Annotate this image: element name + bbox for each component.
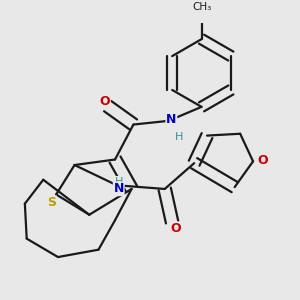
Text: O: O xyxy=(99,95,110,108)
Text: S: S xyxy=(47,196,56,209)
Text: O: O xyxy=(170,222,181,235)
Text: O: O xyxy=(257,154,268,167)
Text: H: H xyxy=(175,132,184,142)
Text: H: H xyxy=(115,177,124,187)
Text: CH₃: CH₃ xyxy=(193,2,212,12)
Text: N: N xyxy=(166,112,176,125)
Text: N: N xyxy=(113,182,124,196)
